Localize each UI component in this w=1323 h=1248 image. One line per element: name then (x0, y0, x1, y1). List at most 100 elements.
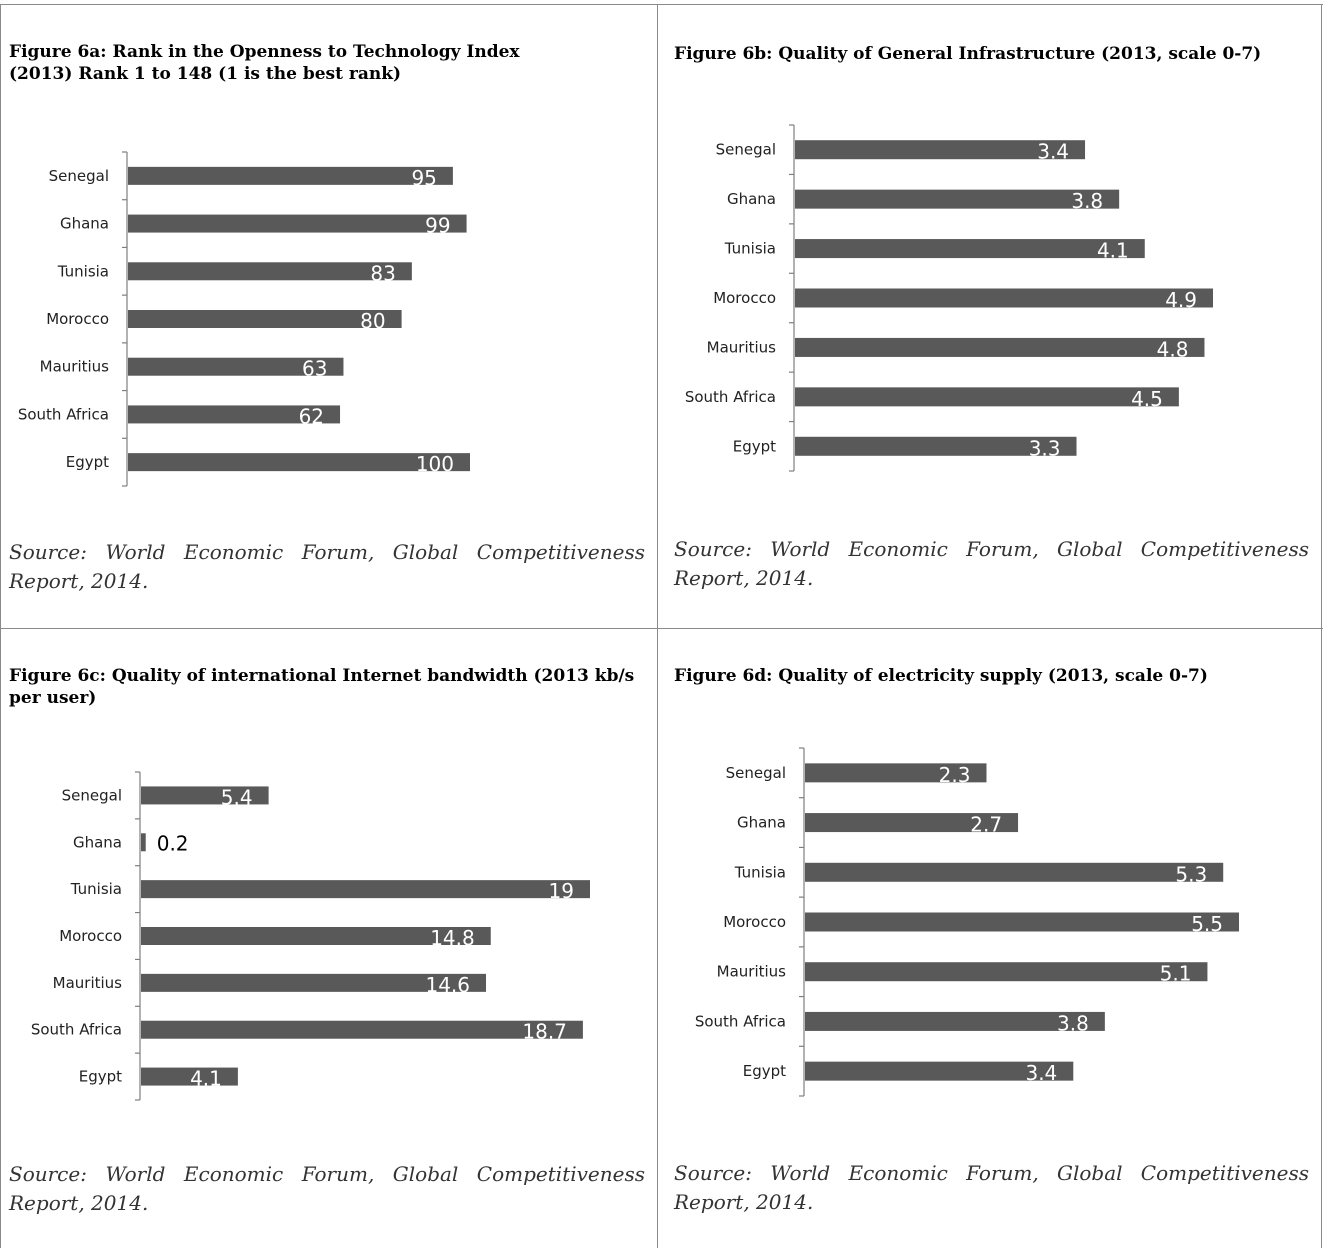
bar (128, 357, 344, 376)
figure-6b-source: Source: World Economic Forum, Global Com… (674, 537, 1309, 590)
bar (805, 912, 1239, 932)
data-label: 3.8 (1057, 1011, 1089, 1035)
category-label: South Africa (31, 1021, 122, 1039)
figure-6a-title: Figure 6a: Rank in the Openness to Techn… (9, 42, 520, 84)
category-label: Morocco (46, 310, 109, 328)
bar (141, 1067, 238, 1086)
data-label: 99 (425, 214, 450, 238)
bar (805, 1061, 1074, 1081)
chart-6c: Senegal 5.4 Ghana 0.2 Tunisia 19 Morocco 14.8 Ma… (31, 771, 590, 1101)
figure-6d-title: Figure 6d: Quality of electricity supply… (674, 666, 1208, 686)
figure-6c-source: Source: World Economic Forum, Global Com… (9, 1162, 645, 1215)
bar (795, 189, 1120, 209)
category-label: Senegal (49, 167, 109, 185)
data-label: 80 (360, 309, 385, 333)
bar (128, 310, 402, 328)
category-label: Ghana (737, 814, 786, 832)
category-label: Morocco (713, 289, 776, 307)
category-label: Egypt (733, 437, 776, 455)
data-label: 14.6 (425, 973, 470, 997)
data-label: 3.4 (1025, 1061, 1057, 1085)
category-label: South Africa (685, 388, 776, 406)
data-label: 18.7 (522, 1020, 567, 1044)
category-label: Tunisia (724, 240, 776, 258)
category-label: Ghana (60, 215, 109, 233)
figure-6a-source: Source: World Economic Forum, Global Com… (9, 540, 645, 593)
data-label: 5.5 (1191, 912, 1223, 936)
category-label: Tunisia (70, 880, 122, 898)
data-label: 5.1 (1160, 962, 1192, 986)
data-label: 19 (549, 879, 574, 903)
data-label: 2.7 (970, 813, 1002, 837)
category-label: South Africa (18, 405, 109, 423)
data-label: 63 (302, 357, 327, 381)
category-label: Mauritius (717, 963, 787, 981)
data-label: 2.3 (939, 763, 971, 787)
bar (795, 288, 1213, 308)
bar (795, 140, 1086, 160)
category-label: Senegal (716, 141, 776, 159)
border-left (0, 4, 1, 1248)
data-label: 4.8 (1157, 337, 1189, 361)
bar (795, 239, 1145, 259)
bar (128, 262, 412, 281)
bar (805, 763, 987, 783)
panel-6b: Figure 6b: Quality of General Infrastruc… (658, 5, 1321, 628)
category-label: Tunisia (734, 863, 786, 881)
category-label: Egypt (743, 1062, 786, 1080)
category-label: Tunisia (57, 262, 109, 280)
bar (128, 166, 453, 185)
data-label: 4.5 (1131, 387, 1163, 411)
data-label: 4.9 (1165, 288, 1197, 312)
bar (141, 973, 487, 992)
bar (141, 1020, 583, 1039)
data-label: 83 (370, 261, 395, 285)
bar (795, 436, 1077, 456)
category-label: South Africa (695, 1012, 786, 1030)
border-center (657, 4, 658, 1248)
category-label: Senegal (726, 764, 786, 782)
data-label: 62 (299, 404, 324, 428)
bar (141, 786, 269, 805)
figure-6d-source: Source: World Economic Forum, Global Com… (674, 1161, 1309, 1214)
category-label: Mauritius (40, 358, 110, 376)
bar (128, 453, 470, 472)
data-label: 95 (411, 166, 436, 190)
category-label: Mauritius (53, 974, 123, 992)
data-label: 5.4 (221, 785, 253, 809)
category-label: Ghana (73, 833, 122, 851)
data-label: 4.1 (190, 1067, 222, 1091)
bar (141, 833, 146, 852)
chart-6a: Senegal 95 Ghana 99 Tunisia 83 Morocco 80 Maurit… (18, 151, 470, 487)
category-label: Ghana (727, 190, 776, 208)
category-label: Egypt (66, 453, 109, 471)
chart-6d: Senegal 2.3 Ghana 2.7 Tunisia 5.3 Morocco 5.5 Ma… (695, 747, 1239, 1097)
border-right (1321, 4, 1322, 1248)
bar (805, 862, 1224, 882)
bar (128, 405, 341, 424)
bar (141, 880, 590, 899)
bar (795, 337, 1205, 357)
data-label: 3.4 (1037, 140, 1069, 164)
bar (128, 214, 467, 233)
data-label: 5.3 (1175, 862, 1207, 886)
bar (805, 962, 1208, 982)
category-label: Egypt (79, 1068, 122, 1086)
panel-6a: Figure 6a: Rank in the Openness to Techn… (0, 5, 657, 628)
panel-6d: Figure 6d: Quality of electricity supply… (658, 629, 1321, 1248)
category-label: Morocco (723, 913, 786, 931)
data-label: 100 (416, 452, 454, 476)
data-label: 4.1 (1097, 239, 1129, 263)
chart-6b: Senegal 3.4 Ghana 3.8 Tunisia 4.1 Morocco 4.9 Ma… (685, 124, 1213, 472)
data-label: 14.8 (430, 926, 475, 950)
category-label: Senegal (62, 786, 122, 804)
bar (795, 387, 1179, 407)
category-label: Morocco (59, 927, 122, 945)
panel-6c: Figure 6c: Quality of international Inte… (0, 629, 657, 1248)
border-middle (0, 628, 1323, 629)
data-label: 3.3 (1029, 436, 1061, 460)
border-top (0, 4, 1323, 5)
bar (141, 927, 491, 945)
data-label: 3.8 (1071, 189, 1103, 213)
